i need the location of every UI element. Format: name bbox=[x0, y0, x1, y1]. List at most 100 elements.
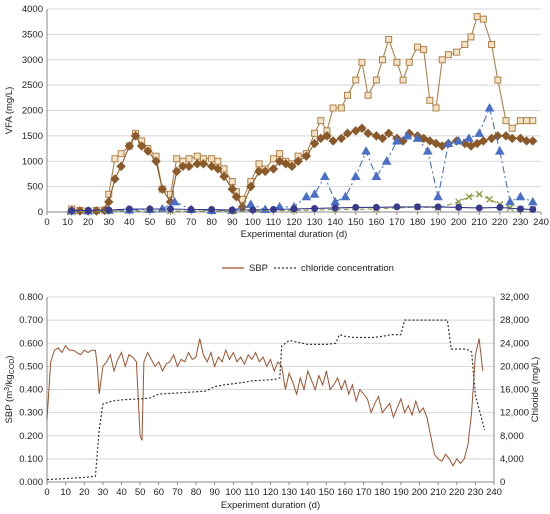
data-point bbox=[453, 135, 464, 145]
data-point bbox=[337, 104, 345, 112]
data-point bbox=[192, 159, 202, 169]
data-point bbox=[330, 196, 341, 206]
data-point bbox=[393, 58, 401, 66]
series-1 bbox=[68, 13, 537, 215]
data-point bbox=[105, 206, 113, 214]
x-tick-label: 20 bbox=[79, 487, 90, 498]
x-axis-label: Experimental duration (d) bbox=[241, 229, 348, 240]
y2-tick-label: 28,000 bbox=[500, 315, 529, 326]
data-point bbox=[214, 157, 222, 165]
y-tick-label: 0.700 bbox=[19, 315, 43, 326]
data-point bbox=[361, 146, 371, 155]
data-point bbox=[169, 196, 180, 206]
data-point bbox=[171, 166, 182, 177]
x-tick-label: 10 bbox=[60, 487, 71, 498]
legend: SBP chloride concentration bbox=[222, 263, 394, 274]
data-point bbox=[260, 166, 270, 177]
x-tick-label: 140 bbox=[300, 487, 316, 498]
x-tick-label: 90 bbox=[209, 487, 220, 498]
y-tick-label: 0.100 bbox=[19, 454, 43, 465]
y-tick-label: 2000 bbox=[22, 106, 43, 117]
data-point bbox=[529, 205, 537, 213]
data-point bbox=[521, 136, 532, 146]
series-5 bbox=[68, 203, 537, 214]
data-point bbox=[392, 135, 402, 145]
data-point bbox=[502, 117, 510, 125]
data-point bbox=[268, 164, 279, 174]
data-point bbox=[402, 130, 413, 140]
data-point bbox=[486, 133, 497, 144]
data-point bbox=[529, 117, 537, 125]
data-point bbox=[301, 151, 312, 161]
x-tick-label: 200 bbox=[451, 217, 467, 228]
data-point bbox=[311, 129, 319, 137]
data-point bbox=[290, 205, 298, 213]
x-tick-label: 180 bbox=[410, 217, 426, 228]
data-point bbox=[486, 195, 494, 203]
data-point bbox=[344, 91, 352, 99]
data-point bbox=[316, 133, 326, 144]
data-point bbox=[472, 138, 482, 149]
y2-tick-label: 16,000 bbox=[500, 385, 529, 396]
data-point bbox=[231, 192, 242, 202]
y-tick-label: 500 bbox=[27, 182, 43, 193]
data-point bbox=[432, 104, 440, 112]
data-point bbox=[443, 138, 454, 147]
data-point bbox=[527, 196, 538, 206]
y-tick-label: 0.400 bbox=[19, 385, 43, 396]
series-2 bbox=[46, 319, 486, 481]
data-point bbox=[478, 136, 489, 146]
series-4 bbox=[68, 190, 537, 215]
y-tick-label: 0 bbox=[38, 207, 43, 218]
data-point bbox=[381, 156, 392, 165]
data-point bbox=[505, 196, 515, 206]
x-tick-label: 160 bbox=[368, 217, 384, 228]
y-axis-label-part: SBP (m bbox=[4, 391, 15, 424]
y-tick-label: 2500 bbox=[22, 80, 43, 91]
data-point bbox=[281, 159, 291, 169]
data-point bbox=[208, 155, 216, 163]
data-point bbox=[455, 198, 463, 206]
data-point bbox=[117, 150, 125, 158]
data-point bbox=[185, 155, 193, 163]
data-point bbox=[322, 131, 332, 141]
data-point bbox=[187, 205, 195, 213]
y-axis-label-part: /kg bbox=[4, 374, 15, 387]
y2-tick-label: 32,000 bbox=[500, 292, 529, 303]
data-point bbox=[269, 155, 277, 163]
data-point bbox=[515, 133, 526, 144]
data-point bbox=[301, 191, 312, 201]
data-point bbox=[340, 191, 351, 201]
data-point bbox=[515, 191, 526, 201]
y-tick-label: 0.300 bbox=[19, 408, 43, 419]
x-tick-label: 50 bbox=[145, 217, 156, 228]
x-tick-label: 80 bbox=[206, 217, 217, 228]
data-point bbox=[455, 203, 463, 211]
data-point bbox=[208, 205, 216, 213]
y2-axis-label: Chloride (mg/L) bbox=[530, 357, 541, 422]
x-tick-label: 240 bbox=[486, 487, 502, 498]
x-tick-label: 170 bbox=[356, 487, 372, 498]
x-tick-label: 130 bbox=[307, 217, 323, 228]
data-point bbox=[287, 161, 297, 172]
data-point bbox=[351, 126, 361, 136]
y-tick-label: 3500 bbox=[22, 29, 43, 40]
data-point bbox=[146, 205, 154, 213]
y2-tick-label: 0 bbox=[500, 477, 505, 488]
x-tick-label: 230 bbox=[512, 217, 528, 228]
data-point bbox=[110, 174, 120, 184]
y-axis-label-part: COD bbox=[9, 359, 16, 375]
y2-tick-label: 8,000 bbox=[500, 431, 524, 442]
y-tick-label: 3000 bbox=[22, 55, 43, 66]
data-point bbox=[245, 199, 256, 208]
y-tick-label: 0.200 bbox=[19, 431, 43, 442]
data-point bbox=[350, 171, 361, 180]
data-point bbox=[249, 206, 257, 214]
x-tick-label: 120 bbox=[263, 487, 279, 498]
data-point bbox=[274, 201, 285, 211]
data-point bbox=[383, 128, 394, 139]
data-point bbox=[372, 76, 380, 84]
data-point bbox=[371, 171, 382, 180]
data-point bbox=[320, 171, 330, 180]
